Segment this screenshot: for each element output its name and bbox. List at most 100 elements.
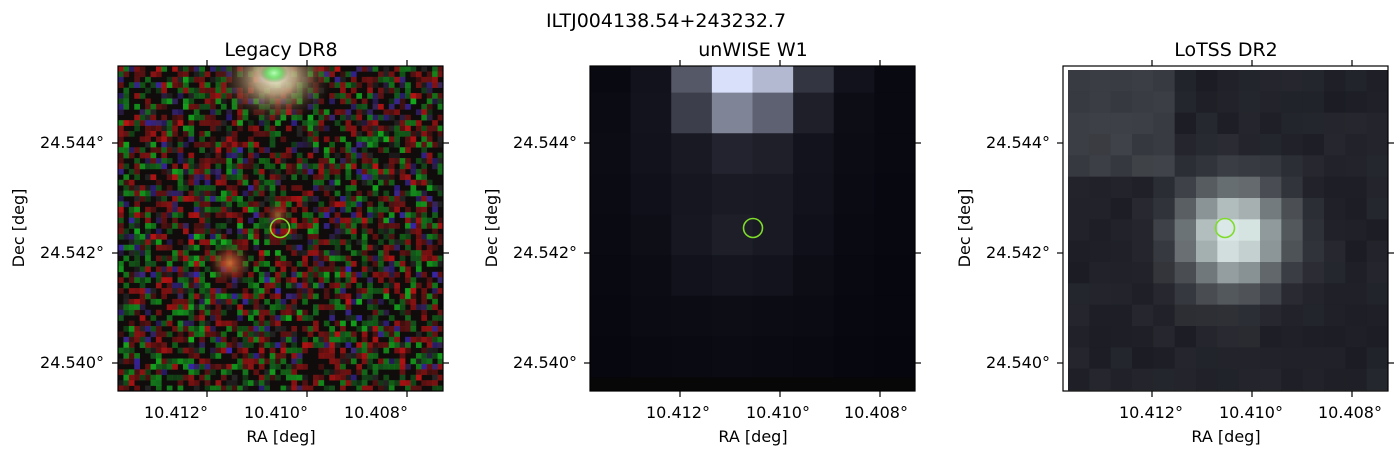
noise-pixel bbox=[118, 131, 124, 137]
noise-pixel bbox=[361, 261, 368, 267]
noise-pixel bbox=[372, 212, 379, 218]
noise-pixel bbox=[361, 168, 368, 175]
noise-pixel bbox=[432, 331, 438, 338]
noise-pixel bbox=[258, 326, 265, 332]
noise-pixel bbox=[161, 103, 168, 110]
noise-pixel bbox=[172, 82, 178, 88]
noise-pixel bbox=[318, 363, 325, 370]
noise-pixel bbox=[199, 320, 205, 327]
noise-pixel bbox=[372, 114, 379, 121]
noise-pixel bbox=[307, 244, 314, 251]
noise-pixel bbox=[155, 103, 162, 110]
noise-pixel bbox=[432, 98, 438, 105]
noise-pixel bbox=[258, 158, 265, 164]
image-pixel bbox=[1238, 70, 1261, 92]
noise-pixel bbox=[405, 174, 411, 181]
noise-pixel bbox=[204, 374, 211, 381]
noise-pixel bbox=[210, 369, 216, 376]
noise-pixel bbox=[269, 239, 276, 246]
noise-pixel bbox=[415, 141, 422, 148]
noise-pixel bbox=[350, 217, 357, 224]
noise-pixel bbox=[372, 136, 379, 143]
noise-pixel bbox=[166, 255, 173, 262]
noise-pixel bbox=[329, 163, 335, 170]
noise-pixel bbox=[172, 163, 178, 170]
noise-pixel bbox=[367, 66, 373, 72]
noise-pixel bbox=[302, 271, 308, 278]
noise-pixel bbox=[145, 320, 151, 327]
noise-pixel bbox=[161, 244, 168, 251]
noise-pixel bbox=[367, 109, 373, 116]
noise-pixel bbox=[204, 179, 211, 186]
image-pixel bbox=[1302, 176, 1325, 199]
image-pixel bbox=[1345, 304, 1368, 327]
noise-pixel bbox=[394, 271, 400, 278]
noise-pixel bbox=[145, 114, 151, 121]
noise-pixel bbox=[421, 87, 428, 94]
noise-pixel bbox=[150, 298, 157, 305]
noise-pixel bbox=[155, 163, 162, 170]
noise-pixel bbox=[118, 76, 124, 83]
noise-pixel bbox=[193, 380, 200, 386]
noise-pixel bbox=[161, 358, 168, 365]
noise-pixel bbox=[410, 136, 417, 143]
noise-pixel bbox=[118, 331, 124, 338]
image-pixel bbox=[1324, 91, 1346, 114]
noise-pixel bbox=[188, 374, 195, 381]
noise-pixel bbox=[345, 114, 352, 121]
image-pixel bbox=[1366, 70, 1388, 92]
noise-pixel bbox=[193, 331, 200, 338]
noise-pixel bbox=[258, 261, 265, 267]
noise-pixel bbox=[372, 163, 379, 170]
noise-pixel bbox=[183, 374, 189, 381]
noise-pixel bbox=[145, 223, 151, 229]
noise-pixel bbox=[145, 125, 151, 132]
noise-pixel bbox=[329, 282, 335, 289]
image-pixel bbox=[1153, 240, 1176, 263]
noise-pixel bbox=[318, 304, 325, 311]
noise-pixel bbox=[139, 147, 146, 153]
image-pixel bbox=[752, 66, 794, 94]
noise-pixel bbox=[128, 217, 135, 224]
image-pixel bbox=[1324, 262, 1346, 284]
noise-pixel bbox=[210, 109, 216, 116]
image-pixel bbox=[630, 336, 672, 378]
noise-pixel bbox=[432, 369, 438, 376]
noise-pixel bbox=[372, 244, 379, 251]
noise-pixel bbox=[432, 315, 438, 321]
image-pixel bbox=[1324, 219, 1346, 242]
noise-pixel bbox=[367, 168, 373, 175]
noise-pixel bbox=[291, 266, 298, 273]
noise-pixel bbox=[329, 347, 335, 354]
noise-pixel bbox=[258, 277, 265, 283]
noise-pixel bbox=[199, 233, 205, 240]
noise-pixel bbox=[161, 66, 168, 72]
noise-pixel bbox=[183, 158, 189, 164]
image-pixel bbox=[1196, 368, 1218, 391]
noise-pixel bbox=[372, 271, 379, 278]
noise-pixel bbox=[421, 288, 428, 294]
panel-title: LoTSS DR2 bbox=[1174, 39, 1278, 61]
image-pixel bbox=[1302, 283, 1325, 306]
noise-pixel bbox=[399, 114, 406, 121]
noise-pixel bbox=[220, 233, 227, 240]
image-pixel bbox=[711, 336, 753, 378]
noise-pixel bbox=[264, 261, 270, 267]
noise-pixel bbox=[394, 282, 400, 289]
noise-pixel bbox=[172, 282, 178, 289]
noise-pixel bbox=[269, 266, 276, 273]
noise-pixel bbox=[307, 212, 314, 218]
noise-pixel bbox=[177, 271, 184, 278]
noise-pixel bbox=[226, 212, 233, 218]
image-pixel bbox=[1238, 134, 1261, 156]
noise-pixel bbox=[177, 358, 184, 365]
noise-pixel bbox=[275, 271, 281, 278]
noise-pixel bbox=[139, 369, 146, 376]
noise-pixel bbox=[399, 158, 406, 164]
noise-pixel bbox=[253, 233, 260, 240]
noise-pixel bbox=[226, 114, 233, 121]
image-pixel bbox=[1068, 347, 1090, 370]
noise-pixel bbox=[210, 76, 216, 83]
noise-pixel bbox=[437, 271, 443, 278]
noise-pixel bbox=[313, 196, 319, 202]
